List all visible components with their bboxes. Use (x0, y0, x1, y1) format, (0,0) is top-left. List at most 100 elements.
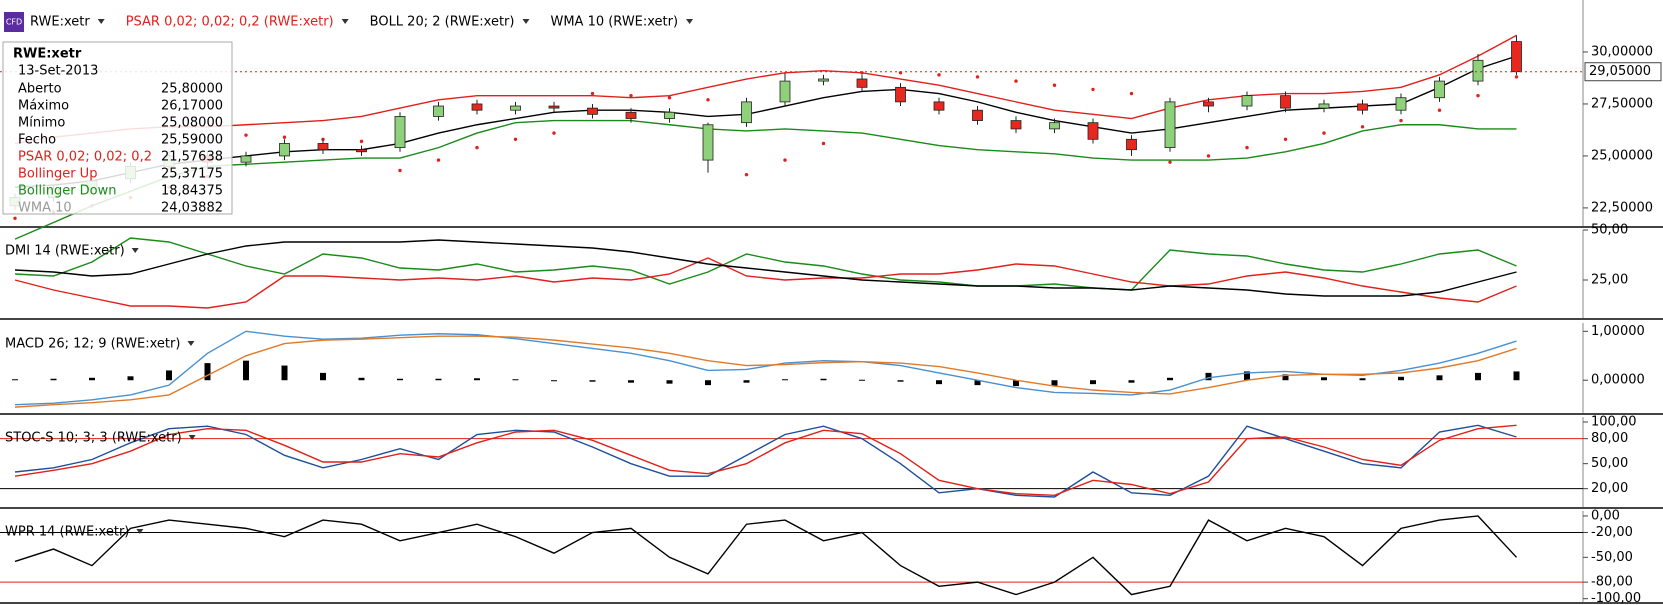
histogram-bar (628, 380, 634, 383)
info-value: 25,37175 (161, 167, 223, 182)
histogram-bar (820, 378, 827, 381)
histogram-bar (281, 365, 288, 381)
histogram-bar (243, 360, 249, 381)
candle-body (1203, 101, 1214, 107)
candle-body (1511, 41, 1522, 73)
histogram-bar (1244, 371, 1250, 381)
histogram-bar (974, 380, 981, 386)
candle-body (1087, 122, 1099, 140)
info-value: 18,84375 (161, 184, 223, 199)
histogram-bar (1436, 375, 1443, 381)
candle-body (356, 149, 367, 153)
histogram-bar (705, 380, 711, 386)
candle-body (1280, 95, 1291, 109)
indicator-line (14, 237, 1517, 291)
dropdown-arrow (187, 341, 195, 346)
candle-body (394, 116, 406, 149)
psar-dot (244, 133, 248, 137)
psar-dot (1206, 154, 1211, 158)
y-tick-label: 27,50000 (1591, 96, 1653, 111)
histogram-bar (320, 372, 326, 381)
psar-dot (1129, 91, 1134, 96)
header-item: BOLL 20; 2 (RWE:xetr) (370, 15, 515, 30)
psar-dot (552, 131, 556, 135)
info-box (2, 41, 233, 215)
y-tick-label: -20,00 (1591, 525, 1633, 540)
candle-body (317, 143, 329, 151)
y-tick-label: 1,00000 (1591, 324, 1645, 339)
indicator-line (14, 424, 1517, 497)
psar-dot (1245, 145, 1249, 150)
candle-body (548, 105, 560, 109)
candle-body (433, 105, 444, 117)
info-value: 25,08000 (161, 116, 223, 131)
candle-body (1395, 97, 1407, 111)
histogram-bar (936, 380, 942, 385)
info-label: Fecho (18, 133, 56, 148)
dropdown-arrow (686, 19, 694, 24)
psar-dot (1014, 79, 1018, 83)
panel-label: STOC-S 10; 3; 3 (RWE:xetr) (5, 431, 182, 446)
psar-dot (1322, 131, 1326, 135)
indicator-line (14, 335, 1517, 408)
panel-label: DMI 14 (RWE:xetr) (5, 244, 125, 259)
indicator-line (14, 330, 1517, 406)
psar-dot (975, 75, 980, 79)
header-item: WMA 10 (RWE:xetr) (550, 15, 678, 30)
histogram-bar (897, 380, 904, 382)
histogram-bar (397, 378, 403, 381)
last-price-box (1584, 62, 1662, 82)
histogram-bar (1475, 372, 1481, 381)
histogram-bar (666, 380, 673, 384)
psar-dot (1168, 160, 1172, 164)
info-value: 26,17000 (161, 99, 223, 114)
histogram-bar (589, 380, 596, 382)
dropdown-arrow (136, 529, 144, 534)
y-tick-label: -50,00 (1591, 550, 1633, 565)
psar-dot (282, 135, 287, 139)
indicator-line (14, 239, 1517, 297)
psar-dot (1283, 137, 1288, 142)
info-label: Máximo (18, 99, 69, 114)
candle-body (1472, 59, 1484, 82)
psar-dot (783, 158, 787, 162)
candle-body (1049, 122, 1060, 130)
psar-dot (590, 91, 595, 96)
histogram-bar (512, 379, 519, 381)
y-tick-label: -100,00 (1591, 591, 1641, 605)
candle-body (818, 78, 829, 82)
y-tick-label: 100,00 (1591, 415, 1637, 430)
indicator-line (14, 515, 1518, 596)
candle-body (1434, 80, 1445, 99)
candle-body (1241, 95, 1253, 107)
histogram-bar (782, 379, 788, 381)
indicator-line (14, 424, 1517, 498)
histogram-bar (127, 376, 134, 381)
histogram-bar (1513, 371, 1520, 381)
info-label: Mínimo (18, 116, 65, 131)
info-value: 25,59000 (161, 133, 223, 148)
info-label: PSAR 0,02; 0,02; 0,2 (18, 150, 152, 165)
psar-dot (937, 73, 941, 77)
cfd-icon (4, 12, 24, 32)
histogram-bar (1013, 380, 1019, 387)
indicator-line (14, 55, 1517, 188)
info-title: RWE:xetr (13, 47, 82, 62)
histogram-bar (358, 377, 365, 381)
psar-dot (398, 168, 402, 173)
psar-dot (1091, 87, 1095, 92)
info-value: 21,57638 (161, 150, 223, 165)
psar-dot (13, 216, 17, 221)
histogram-bar (1167, 377, 1173, 381)
y-tick-label: 20,00 (1591, 481, 1628, 496)
candle-body (741, 101, 752, 124)
indicator-line (14, 119, 1517, 240)
dropdown-arrow (522, 19, 530, 24)
candle-body (625, 111, 637, 119)
histogram-bar (1398, 376, 1404, 381)
candle-body (856, 78, 868, 88)
psar-dot (821, 141, 826, 146)
candle-body (933, 101, 945, 111)
candle-body (779, 80, 791, 103)
